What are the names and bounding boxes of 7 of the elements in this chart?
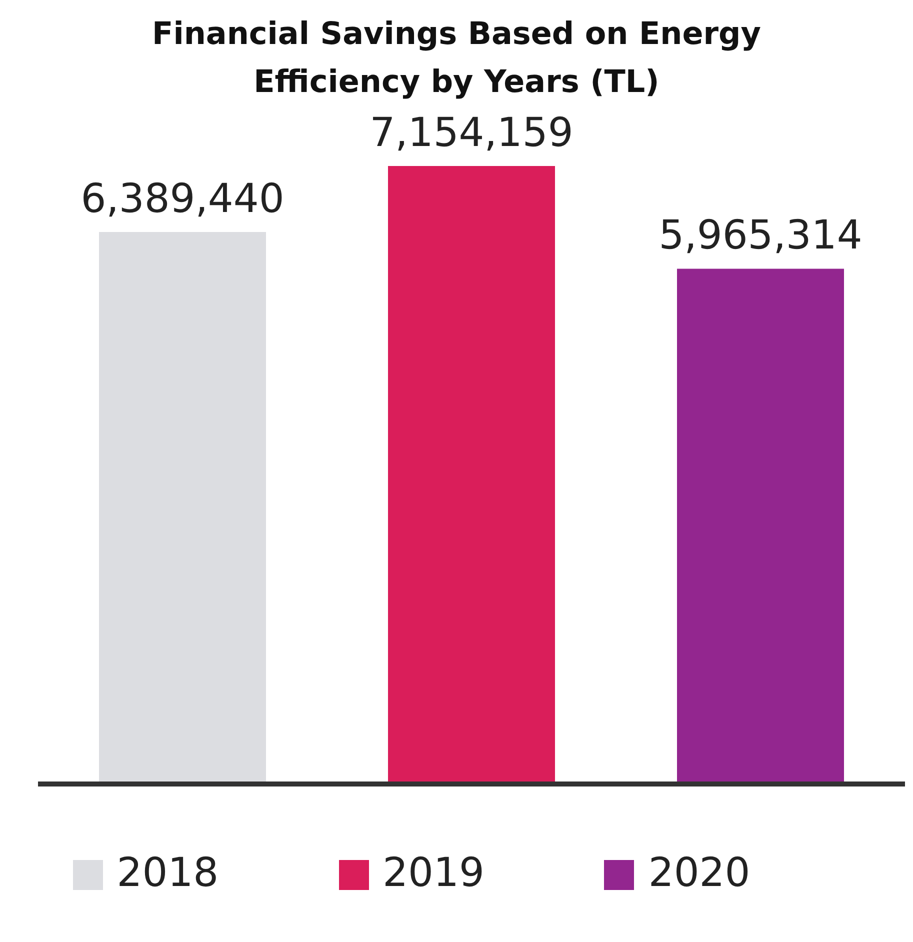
legend-label: 2019 bbox=[382, 850, 484, 896]
data-label: 7,154,159 bbox=[370, 110, 574, 156]
chart-title: Financial Savings Based on Energy Efficiency by Years (TL) bbox=[151, 15, 762, 102]
legend-label: 2020 bbox=[648, 850, 750, 896]
data-label: 6,389,440 bbox=[80, 176, 284, 222]
legend-label: 2018 bbox=[116, 850, 219, 896]
data-label: 5,965,314 bbox=[658, 212, 862, 259]
